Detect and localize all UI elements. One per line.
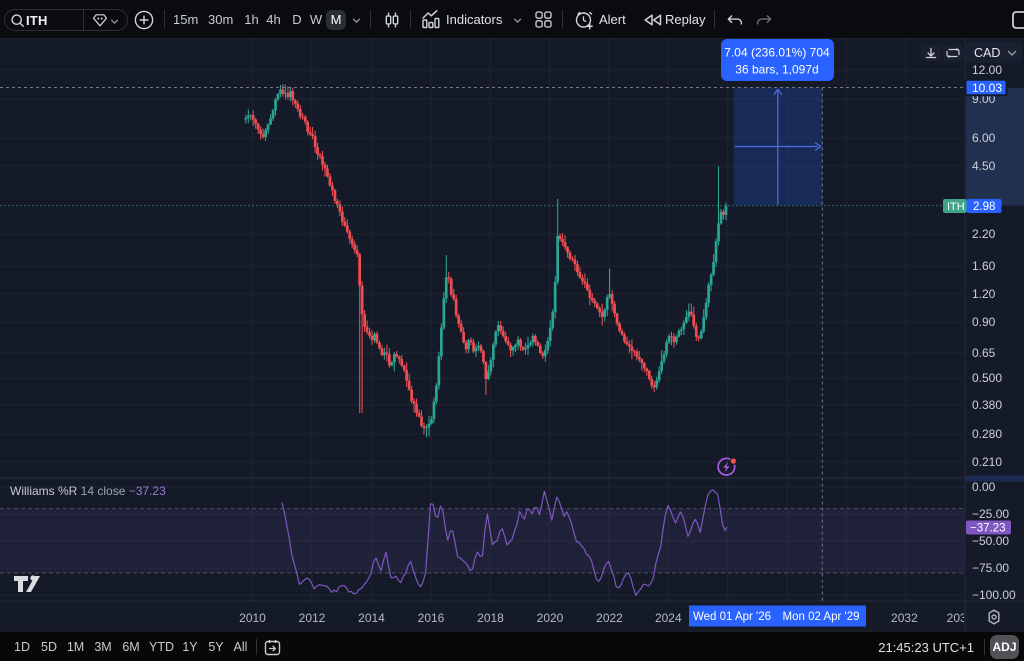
svg-text:−100.00: −100.00 bbox=[972, 588, 1016, 602]
svg-text:1.60: 1.60 bbox=[972, 259, 996, 273]
svg-text:2014: 2014 bbox=[358, 611, 385, 625]
svg-text:−25.00: −25.00 bbox=[972, 507, 1009, 521]
svg-text:CAD: CAD bbox=[974, 46, 1000, 60]
svg-text:2.20: 2.20 bbox=[972, 227, 996, 241]
svg-text:0.280: 0.280 bbox=[972, 427, 1002, 441]
svg-text:−50.00: −50.00 bbox=[972, 534, 1009, 548]
svg-text:2012: 2012 bbox=[299, 611, 326, 625]
svg-text:2024: 2024 bbox=[655, 611, 682, 625]
svg-text:Wed 01 Apr '26: Wed 01 Apr '26 bbox=[693, 611, 771, 623]
svg-text:2.98: 2.98 bbox=[973, 201, 995, 213]
svg-text:ITH: ITH bbox=[947, 201, 965, 213]
svg-text:0.90: 0.90 bbox=[972, 315, 996, 329]
svg-text:−37.23: −37.23 bbox=[970, 523, 1006, 535]
svg-text:1.20: 1.20 bbox=[972, 287, 996, 301]
svg-text:2020: 2020 bbox=[537, 611, 564, 625]
svg-text:2032: 2032 bbox=[891, 611, 918, 625]
svg-text:36 bars, 1,097d: 36 bars, 1,097d bbox=[735, 63, 818, 77]
svg-text:2022: 2022 bbox=[596, 611, 623, 625]
svg-text:2010: 2010 bbox=[239, 611, 266, 625]
svg-text:0.00: 0.00 bbox=[972, 480, 996, 494]
svg-text:4.50: 4.50 bbox=[972, 159, 996, 173]
svg-text:0.380: 0.380 bbox=[972, 398, 1002, 412]
svg-text:6.00: 6.00 bbox=[972, 131, 996, 145]
svg-text:0.65: 0.65 bbox=[972, 346, 996, 360]
svg-text:2034: 2034 bbox=[947, 611, 974, 625]
svg-text:10.03: 10.03 bbox=[972, 81, 1002, 95]
svg-text:−75.00: −75.00 bbox=[972, 561, 1009, 575]
svg-text:0.500: 0.500 bbox=[972, 371, 1002, 385]
svg-text:Mon 02 Apr '29: Mon 02 Apr '29 bbox=[783, 611, 860, 623]
svg-text:0.210: 0.210 bbox=[972, 455, 1002, 469]
svg-text:2018: 2018 bbox=[477, 611, 504, 625]
svg-text:2016: 2016 bbox=[418, 611, 445, 625]
svg-text:Williams %R 14 close −37.23: Williams %R 14 close −37.23 bbox=[10, 484, 166, 498]
svg-text:7.04 (236.01%) 704: 7.04 (236.01%) 704 bbox=[724, 46, 830, 60]
svg-text:12.00: 12.00 bbox=[972, 63, 1002, 77]
